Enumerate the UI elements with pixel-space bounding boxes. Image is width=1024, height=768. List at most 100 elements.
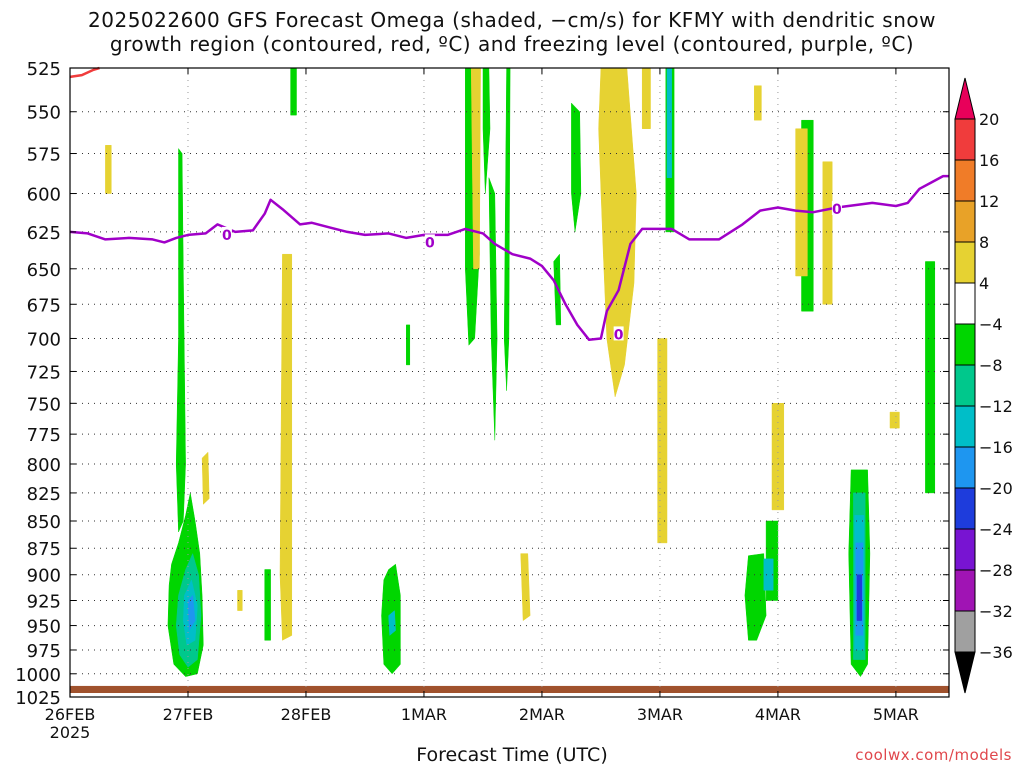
colorbar-label: −16 — [979, 438, 1013, 457]
omega-region — [201, 451, 210, 505]
freezing-level-label: 0 — [425, 235, 435, 251]
omega-region — [488, 177, 498, 441]
omega-region — [856, 574, 862, 621]
freezing-level-label: 0 — [222, 228, 232, 244]
colorbar-bin — [954, 487, 976, 530]
y-tick-label: 900 — [27, 566, 61, 587]
freezing-level-label-bg — [221, 226, 232, 241]
omega-region — [771, 403, 785, 511]
y-tick-label: 625 — [27, 223, 61, 244]
x-tick-label: 1MAR — [401, 705, 447, 724]
omega-region — [482, 67, 491, 194]
omega-region — [520, 553, 531, 622]
surface-terrain — [70, 685, 949, 693]
omega-region — [279, 253, 293, 641]
colorbar-label: −32 — [979, 602, 1013, 621]
omega-region — [237, 590, 243, 611]
omega-region — [175, 147, 186, 533]
x-tick-label: 26FEB — [45, 705, 96, 724]
colorbar-bin — [954, 282, 976, 325]
omega-region — [889, 411, 900, 429]
freezing-level-label-bg — [424, 234, 435, 249]
y-tick-label: 650 — [27, 260, 61, 281]
colorbar-bin — [954, 446, 976, 489]
omega-region — [754, 85, 762, 121]
colorbar-bin — [954, 200, 976, 243]
y-tick-label: 600 — [27, 185, 61, 206]
omega-region — [822, 161, 833, 305]
omega-region — [657, 338, 668, 544]
y-tick-label: 975 — [27, 641, 61, 662]
colorbar-label: −8 — [979, 356, 1003, 375]
omega-region — [264, 569, 271, 641]
y-tick-label: 725 — [27, 362, 61, 383]
freezing-level-label: 0 — [832, 202, 842, 218]
colorbar-bin — [954, 323, 976, 366]
y-tick-label: 1025 — [15, 688, 61, 709]
freezing-level-label: 0 — [614, 327, 624, 343]
colorbar-label: 4 — [979, 274, 989, 293]
freezing-level-contour — [69, 174, 949, 342]
omega-region — [763, 558, 774, 591]
freezing-level-label-bg — [831, 201, 842, 216]
omega-region — [744, 553, 767, 641]
omega-region — [290, 67, 297, 116]
y-tick-label: 675 — [27, 295, 61, 316]
credit-link[interactable]: coolwx.com/models — [855, 746, 1012, 764]
plot-area: 0 0 0 0 — [69, 66, 949, 698]
omega-region — [503, 67, 511, 391]
colorbar-label: −28 — [979, 561, 1013, 580]
colorbar-bin — [954, 528, 976, 571]
y-tick-label: 875 — [27, 539, 61, 560]
omega-region — [187, 594, 196, 632]
omega-region — [598, 67, 637, 398]
colorbar-label: −24 — [979, 520, 1013, 539]
y-tick-label: 775 — [27, 425, 61, 446]
colorbar-bin — [954, 405, 976, 448]
x-tick-label: 28FEB — [281, 705, 332, 724]
omega-region — [666, 67, 672, 178]
colorbar-bin — [954, 569, 976, 612]
colorbar-bottom-arrow — [954, 651, 976, 694]
x-axis-label: Forecast Time (UTC) — [416, 744, 608, 766]
y-tick-label: 1000 — [15, 665, 61, 686]
x-tick-label: 27FEB — [163, 705, 214, 724]
x-tick-label: 3MAR — [637, 705, 683, 724]
y-tick-label: 850 — [27, 512, 61, 533]
omega-region — [105, 145, 112, 194]
colorbar: 20 16 12 8 4 −4 −8 −12 −16 −20 −24 −28 −32 −36 — [954, 77, 1013, 694]
y-tick-label: 700 — [27, 329, 61, 350]
y-tick-label: 825 — [27, 484, 61, 505]
chart-title-line-2: growth region (contoured, red, ºC) and f… — [109, 32, 915, 56]
axes: 525 550 575 600 625 650 675 700 725 750 775 800 825 8… — [15, 59, 950, 742]
colorbar-label: 8 — [979, 233, 989, 252]
y-tick-label: 525 — [27, 59, 61, 80]
y-tick-label: 800 — [27, 455, 61, 476]
colorbar-label: 20 — [979, 110, 999, 129]
omega-region — [571, 102, 582, 232]
colorbar-label: −20 — [979, 479, 1013, 498]
colorbar-label: −36 — [979, 643, 1013, 662]
plot-frame — [69, 67, 950, 698]
x-tick-year-label: 2025 — [50, 723, 91, 742]
y-tick-label: 575 — [27, 145, 61, 166]
x-tick-label: 5MAR — [873, 705, 919, 724]
colorbar-top-arrow — [954, 77, 976, 120]
colorbar-label: −4 — [979, 315, 1003, 334]
omega-region — [795, 128, 808, 277]
dendritic-growth-contour — [69, 66, 100, 79]
omega-region — [925, 261, 936, 494]
omega-region — [406, 324, 411, 366]
colorbar-bin — [954, 118, 976, 161]
x-tick-label: 4MAR — [755, 705, 801, 724]
omega-region — [388, 610, 396, 636]
y-tick-label: 550 — [27, 103, 61, 124]
colorbar-bin — [954, 364, 976, 407]
colorbar-bin — [954, 610, 976, 653]
y-tick-label: 925 — [27, 591, 61, 612]
x-tick-label: 2MAR — [519, 705, 565, 724]
y-tick-label: 750 — [27, 394, 61, 415]
colorbar-label: −12 — [979, 397, 1013, 416]
chart-title-line-1: 2025022600 GFS Forecast Omega (shaded, −… — [88, 8, 936, 32]
y-tick-label: 950 — [27, 617, 61, 638]
